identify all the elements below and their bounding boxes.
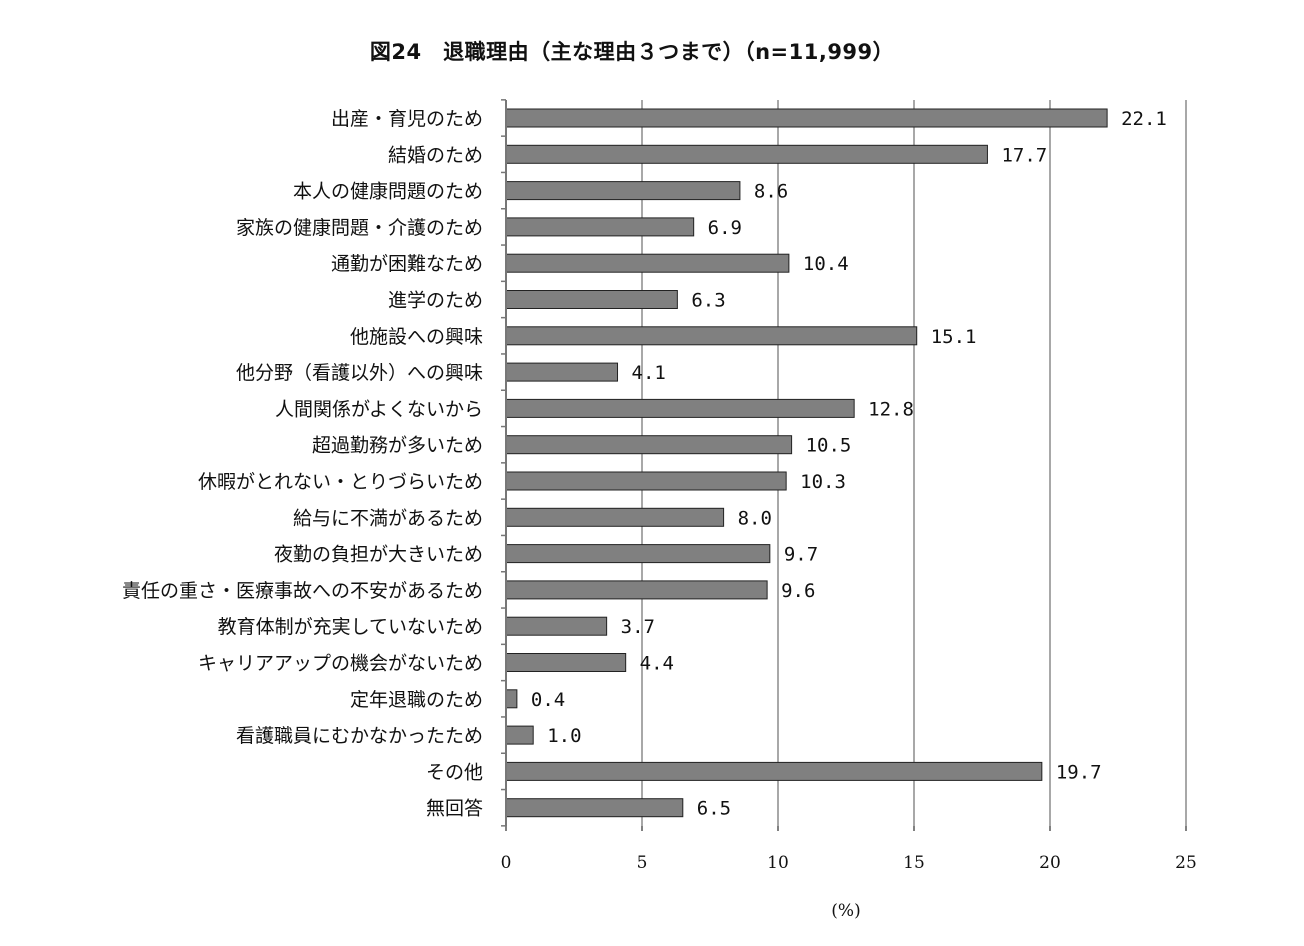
category-label: 出産・育児のため <box>331 108 483 130</box>
category-label: 定年退職のため <box>350 689 483 711</box>
bars <box>505 108 1108 818</box>
axes <box>501 99 1187 831</box>
category-label: 他施設への興味 <box>350 326 483 348</box>
category-label: キャリアアップの機会がないため <box>198 653 483 675</box>
value-label: 0.4 <box>531 689 565 711</box>
bar <box>505 181 741 201</box>
category-label: 責任の重さ・医療事故への不安があるため <box>122 580 483 602</box>
category-label: 超過勤務が多いため <box>312 435 483 457</box>
category-label: 教育体制が充実していないため <box>218 616 483 638</box>
category-label: 給与に不満があるため <box>293 507 483 529</box>
bar <box>505 144 988 164</box>
category-label: その他 <box>426 761 483 783</box>
bar <box>505 761 1043 781</box>
bar <box>505 253 790 273</box>
x-axis-unit-label: (%) <box>831 901 860 921</box>
value-label: 6.5 <box>697 798 731 820</box>
x-tick-label: 20 <box>1039 853 1061 873</box>
bar <box>505 725 534 745</box>
value-label: 22.1 <box>1121 108 1167 130</box>
x-tick-label: 25 <box>1175 853 1197 873</box>
bar <box>505 108 1108 128</box>
bar <box>505 217 695 237</box>
bar <box>505 653 627 672</box>
value-label: 15.1 <box>931 326 977 348</box>
value-label: 1.0 <box>547 725 581 747</box>
value-label: 8.6 <box>754 181 788 203</box>
bar <box>505 435 793 455</box>
bar <box>505 616 608 636</box>
value-label: 17.7 <box>1001 144 1047 166</box>
category-label: 夜勤の負担が大きいため <box>274 544 483 566</box>
category-label: 人間関係がよくないから <box>275 398 483 420</box>
category-label: 進学のため <box>388 290 483 312</box>
bar <box>505 398 855 418</box>
category-label: 看護職員にむかなかったため <box>236 725 483 747</box>
value-label: 8.0 <box>738 507 772 529</box>
bar <box>505 507 725 527</box>
gridlines <box>641 100 1187 826</box>
value-label: 10.3 <box>800 471 846 493</box>
bar <box>505 798 684 818</box>
bar <box>505 544 771 564</box>
value-label: 9.6 <box>781 580 815 602</box>
value-label: 6.3 <box>691 290 725 312</box>
value-label: 12.8 <box>868 398 914 420</box>
labels: 0 5 10 15 20 25 出産・育児のため 22.1 結婚のため 17.7 本人の健康問題のた… <box>122 108 1197 921</box>
category-label: 本人の健康問題のため <box>293 181 483 203</box>
value-label: 19.7 <box>1056 761 1102 783</box>
x-tick-label: 15 <box>903 853 925 873</box>
value-label: 10.4 <box>803 253 849 275</box>
x-tick-label: 5 <box>637 853 648 873</box>
bar <box>505 326 918 346</box>
value-label: 6.9 <box>708 217 742 239</box>
bar <box>505 290 678 309</box>
x-tick-label: 0 <box>501 853 512 873</box>
bar <box>505 580 768 600</box>
category-label: 休暇がとれない・とりづらいため <box>198 471 483 493</box>
category-label: 家族の健康問題・介護のため <box>236 217 483 239</box>
bar <box>505 689 518 709</box>
bar <box>505 362 619 382</box>
category-label: 無回答 <box>426 798 483 820</box>
category-label: 他分野（看護以外）への興味 <box>236 362 483 384</box>
chart-title: 図24 退職理由（主な理由３つまで）（n=11,999） <box>369 40 895 64</box>
bar <box>505 471 787 491</box>
value-label: 3.7 <box>621 616 655 638</box>
value-label: 4.4 <box>640 653 674 675</box>
category-label: 通勤が困難なため <box>331 253 483 275</box>
category-label: 結婚のため <box>388 144 483 166</box>
value-label: 9.7 <box>784 544 818 566</box>
value-label: 10.5 <box>806 435 852 457</box>
x-tick-label: 10 <box>767 853 789 873</box>
value-label: 4.1 <box>632 362 666 384</box>
